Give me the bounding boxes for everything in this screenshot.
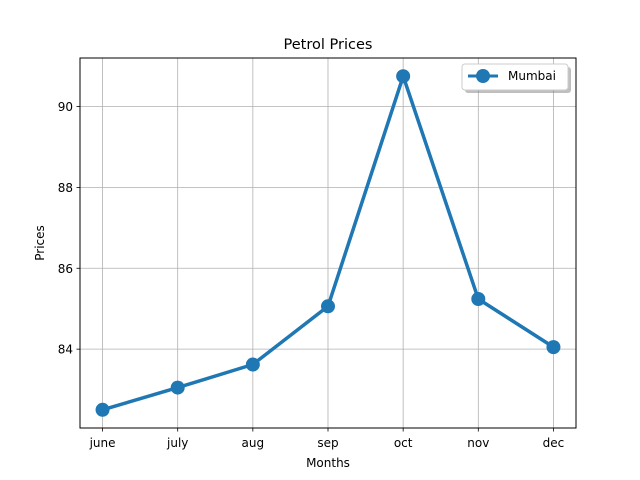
x-tick-label: june bbox=[89, 436, 116, 450]
grid bbox=[80, 58, 576, 428]
legend-marker-mumbai bbox=[476, 69, 490, 83]
data-point bbox=[245, 357, 260, 372]
x-tick-label: july bbox=[166, 436, 188, 450]
plot-frame bbox=[79, 57, 577, 429]
x-axis-label: Months bbox=[306, 456, 350, 470]
y-axis-label: Prices bbox=[33, 225, 47, 261]
y-tick-label: 86 bbox=[58, 262, 73, 276]
series bbox=[95, 69, 561, 417]
y-tick-label: 84 bbox=[58, 343, 73, 357]
data-point bbox=[95, 402, 110, 417]
data-point bbox=[396, 69, 411, 84]
data-point bbox=[321, 299, 335, 314]
x-tick-label: aug bbox=[242, 436, 265, 450]
data-point bbox=[546, 340, 561, 355]
chart-title: Petrol Prices bbox=[284, 37, 373, 53]
x-tick-label: oct bbox=[394, 436, 413, 450]
x-tick-label: nov bbox=[467, 436, 489, 450]
legend: Mumbai bbox=[461, 63, 571, 93]
y-tick-label: 90 bbox=[58, 100, 73, 114]
data-point bbox=[170, 380, 185, 395]
ticks: june july aug sep oct nov dec 84 86 88 90 bbox=[58, 100, 565, 450]
legend-box bbox=[461, 63, 569, 91]
x-tick-label: dec bbox=[543, 436, 565, 450]
x-tick-label: sep bbox=[317, 436, 338, 450]
legend-label-mumbai: Mumbai bbox=[508, 69, 556, 83]
data-point bbox=[471, 292, 486, 307]
y-tick-label: 88 bbox=[58, 181, 73, 195]
